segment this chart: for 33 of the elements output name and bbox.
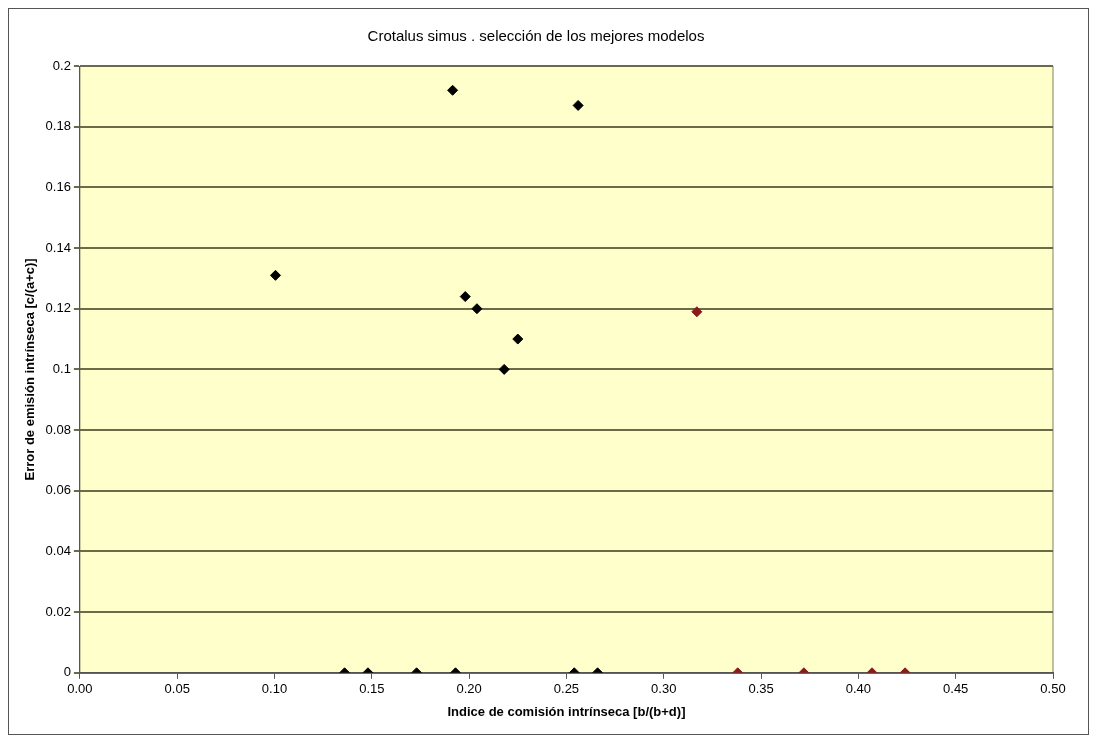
point [471, 303, 483, 315]
x-tick-label: 0.45 [943, 681, 969, 697]
point [498, 363, 510, 375]
x-tick-label: 0.10 [261, 681, 288, 697]
x-tick-label: 0.00 [67, 681, 93, 697]
y-tick-label: 0.04 [45, 543, 71, 559]
point [691, 306, 703, 318]
x-tick-label: 0.15 [359, 681, 385, 697]
chart-title: Crotalus simus . selección de los mejores modelos [367, 27, 705, 45]
x-tick-label: 0.25 [553, 681, 580, 697]
point [459, 291, 471, 303]
x-tick-label: 0.40 [845, 681, 872, 697]
point [572, 99, 584, 111]
y-tick-label: 0.02 [45, 603, 71, 619]
point [512, 333, 524, 345]
point [447, 84, 459, 96]
y-tick-label: 0.06 [45, 482, 71, 498]
y-tick-label: 0.16 [45, 178, 71, 194]
y-axis-title: Error de emisión intrínseca [c/(a+c)] [22, 258, 38, 481]
x-tick-label: 0.20 [456, 681, 482, 697]
y-tick-label: 0.12 [45, 300, 71, 316]
y-tick-label: 0.2 [52, 57, 71, 73]
x-tick-label: 0.50 [1040, 681, 1066, 697]
x-tick-label: 0.05 [164, 681, 190, 697]
y-tick-label: 0.1 [52, 360, 71, 376]
x-tick-label: 0.30 [651, 681, 677, 697]
y-tick-label: 0.14 [45, 239, 71, 255]
y-tick-label: 0.08 [45, 421, 71, 437]
point [270, 269, 281, 281]
y-tick-label: 0 [63, 664, 71, 680]
y-tick-label: 0.18 [45, 118, 71, 134]
x-axis-title: Indice de comisión intrínseca [b/(b+d)] [447, 703, 686, 719]
x-tick-label: 0.35 [748, 681, 774, 697]
